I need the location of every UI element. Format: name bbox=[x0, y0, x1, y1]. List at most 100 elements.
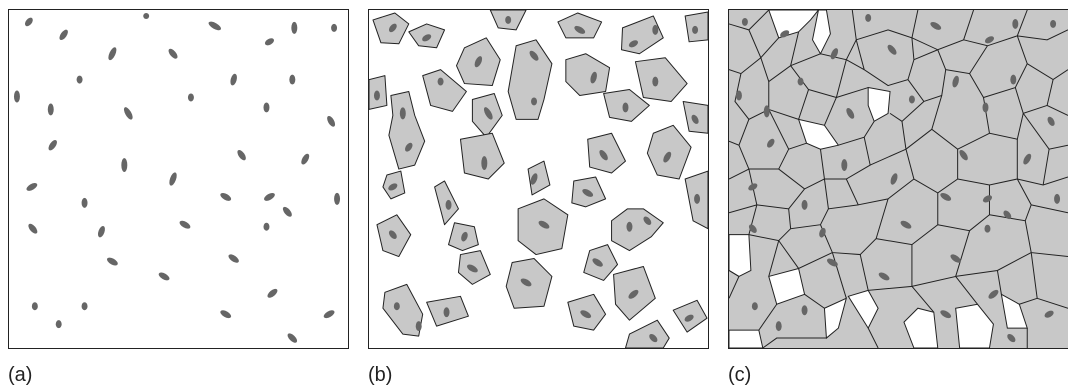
nucleus bbox=[580, 310, 592, 319]
nucleus bbox=[237, 149, 246, 161]
cell-border bbox=[824, 137, 871, 180]
nucleus bbox=[841, 159, 848, 172]
nucleus bbox=[878, 272, 890, 281]
nucleus bbox=[505, 15, 512, 24]
nucleus bbox=[592, 258, 603, 267]
nucleus bbox=[652, 76, 659, 87]
cell bbox=[624, 319, 670, 348]
cell-border bbox=[859, 244, 913, 291]
nucleus bbox=[1054, 193, 1061, 204]
nucleus bbox=[529, 50, 539, 61]
gap bbox=[903, 307, 939, 348]
nucleus bbox=[652, 24, 659, 35]
nucleus bbox=[208, 21, 221, 31]
gap bbox=[867, 86, 891, 123]
nucleus bbox=[187, 93, 194, 102]
gap bbox=[1000, 293, 1028, 329]
cell-border bbox=[838, 121, 875, 146]
cell-border bbox=[963, 10, 1028, 47]
cell-border bbox=[945, 45, 988, 75]
cell-border bbox=[931, 95, 990, 150]
cell-border bbox=[937, 184, 990, 232]
nucleus bbox=[287, 333, 298, 343]
nucleus bbox=[13, 90, 20, 103]
nucleus bbox=[282, 206, 292, 217]
nucleus bbox=[474, 56, 483, 68]
cell-border bbox=[1042, 144, 1068, 186]
nucleus bbox=[467, 264, 478, 273]
nucleus bbox=[1044, 310, 1054, 318]
cell-border bbox=[876, 192, 939, 246]
nucleus bbox=[908, 95, 915, 104]
nucleus bbox=[1050, 19, 1057, 28]
nucleus bbox=[988, 289, 999, 299]
nuclei-group bbox=[735, 13, 1061, 343]
panel-c-confluent-cells bbox=[728, 9, 1068, 349]
cell-border bbox=[729, 57, 762, 75]
cell-border bbox=[869, 121, 907, 166]
nucleus bbox=[692, 25, 699, 34]
cell-border bbox=[969, 35, 1028, 99]
nucleus bbox=[751, 302, 758, 311]
nucleus bbox=[373, 90, 380, 101]
nucleus bbox=[331, 23, 338, 32]
nucleus bbox=[628, 289, 639, 299]
nucleus bbox=[622, 102, 629, 113]
nucleus bbox=[950, 254, 961, 263]
nucleus bbox=[263, 222, 270, 231]
nucleus bbox=[388, 23, 397, 33]
cell bbox=[459, 132, 505, 180]
nucleus bbox=[890, 173, 898, 185]
nucleus bbox=[291, 21, 298, 34]
nucleus bbox=[323, 310, 335, 319]
cell-border bbox=[778, 149, 825, 190]
cell-border bbox=[729, 168, 750, 180]
cell-border bbox=[748, 29, 780, 59]
nucleus bbox=[628, 40, 638, 48]
nucleus bbox=[748, 224, 757, 233]
nucleus bbox=[267, 288, 278, 298]
nucleus bbox=[230, 73, 237, 86]
nucleus bbox=[626, 221, 633, 232]
nucleus bbox=[984, 224, 991, 233]
nucleus bbox=[694, 193, 701, 204]
cell-border bbox=[768, 240, 780, 277]
cell bbox=[507, 39, 553, 120]
nucleus bbox=[28, 223, 38, 234]
nucleus bbox=[55, 320, 62, 329]
cell-border bbox=[846, 59, 865, 71]
nucleus bbox=[264, 38, 275, 46]
cell bbox=[621, 15, 664, 55]
nucleus bbox=[422, 34, 432, 42]
nucleus bbox=[930, 21, 942, 30]
nucleus bbox=[830, 48, 839, 60]
nucleus bbox=[819, 227, 826, 238]
cell-border bbox=[788, 142, 807, 150]
cell-border bbox=[831, 252, 847, 299]
nucleus bbox=[107, 257, 118, 266]
nucleus bbox=[108, 47, 117, 61]
nucleus bbox=[334, 192, 341, 205]
cell-border bbox=[983, 97, 1024, 140]
nucleus bbox=[26, 183, 38, 191]
nucleus bbox=[220, 310, 232, 319]
cell-border bbox=[913, 49, 938, 61]
cell-border bbox=[836, 87, 869, 98]
nucleus bbox=[47, 103, 54, 116]
cell-border bbox=[845, 178, 915, 206]
gap bbox=[955, 303, 994, 348]
nucleus bbox=[168, 48, 178, 59]
nucleus bbox=[582, 188, 594, 197]
nucleus bbox=[461, 231, 468, 242]
nucleus bbox=[1047, 116, 1055, 126]
nucleus bbox=[959, 149, 968, 161]
nucleus bbox=[289, 74, 296, 85]
cell bbox=[382, 283, 424, 337]
nucleus bbox=[228, 254, 239, 263]
cell bbox=[587, 132, 626, 174]
nucleus bbox=[445, 199, 452, 210]
cell-border bbox=[1017, 29, 1068, 41]
panel-b-label: (b) bbox=[368, 364, 393, 386]
nucleus bbox=[663, 151, 672, 163]
gap bbox=[847, 289, 879, 330]
